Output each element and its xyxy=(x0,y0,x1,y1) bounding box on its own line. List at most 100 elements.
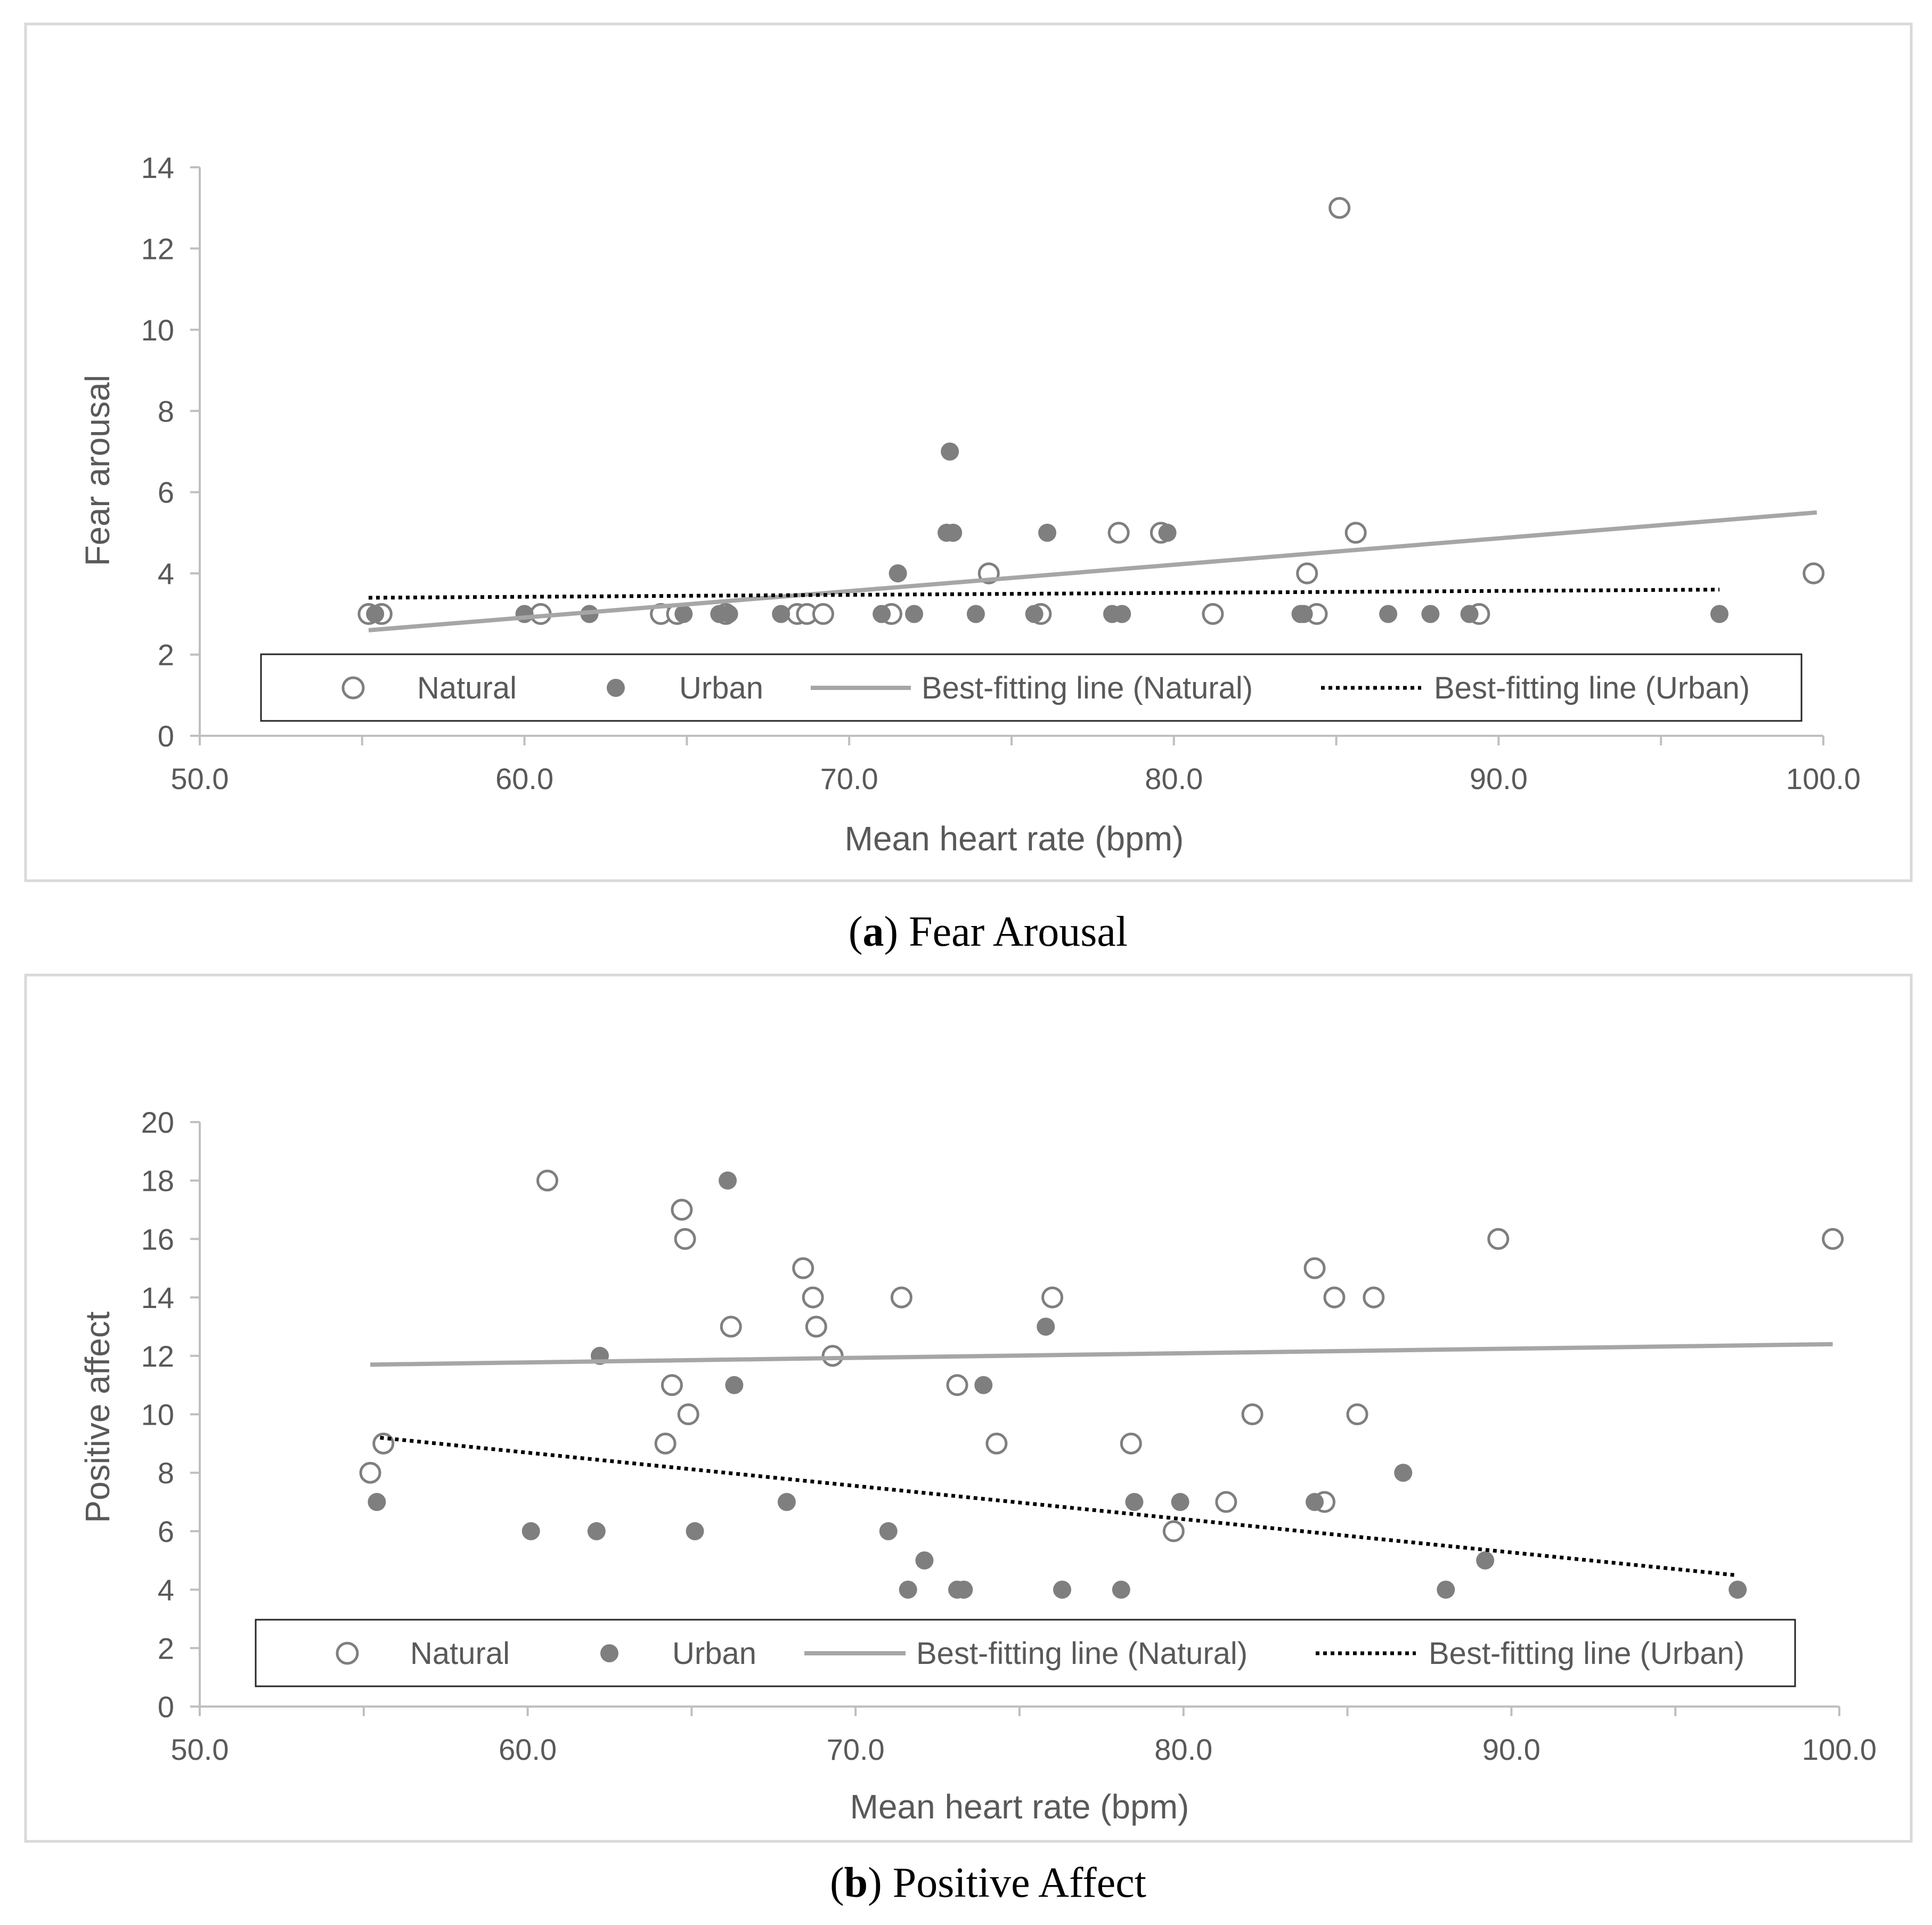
natural-point xyxy=(720,1315,742,1338)
urban-point xyxy=(1710,605,1729,623)
natural-point xyxy=(359,1461,381,1484)
y-axis-label-b: Positive affect xyxy=(78,1311,117,1523)
y-tick-label: 6 xyxy=(158,1515,174,1548)
y-tick-label: 14 xyxy=(141,151,174,184)
urban-point xyxy=(777,1493,796,1512)
natural-point xyxy=(1323,1286,1346,1309)
legend-urban-fit-label-b: Best-fitting line (Urban) xyxy=(1429,1636,1744,1671)
caption-letter-a: a xyxy=(862,908,884,955)
urban-point xyxy=(725,1376,744,1394)
legend-urban-fit-label-a: Best-fitting line (Urban) xyxy=(1434,671,1750,705)
urban-point xyxy=(1306,1493,1324,1512)
urban-point xyxy=(915,1551,934,1570)
natural-point xyxy=(661,1374,683,1396)
caption-a: (a) Fear Arousal xyxy=(849,908,1128,955)
natural-point xyxy=(1202,603,1224,625)
y-tick-label: 2 xyxy=(158,1631,174,1665)
natural-point xyxy=(674,1228,696,1250)
y-tick-label: 6 xyxy=(158,476,174,509)
natural-point xyxy=(1487,1228,1510,1250)
natural-point xyxy=(1346,1403,1368,1425)
urban-point xyxy=(1125,1493,1144,1512)
natural-point xyxy=(946,1374,968,1396)
legend-natural-label-a: Natural xyxy=(417,671,517,705)
caption-letter-b: b xyxy=(844,1859,868,1906)
plot-area-b: 0 2 4 6 8 10 12 14 16 18 20 50.0 60.0 70.0 80.0 90.0 100… xyxy=(141,1106,1877,1766)
legend-urban-marker-a xyxy=(607,679,625,697)
urban-point xyxy=(1171,1493,1189,1512)
legend-natural-fit-label-b: Best-fitting line (Natural) xyxy=(916,1636,1248,1671)
legend-natural-label-b: Natural xyxy=(410,1636,510,1671)
x-axis-label-b: Mean heart rate (bpm) xyxy=(850,1788,1189,1826)
natural-point xyxy=(1303,1257,1326,1279)
x-tick-label: 70.0 xyxy=(820,762,878,795)
natural-point xyxy=(1241,1403,1263,1425)
urban-point xyxy=(521,1522,540,1540)
urban-point xyxy=(899,1580,917,1599)
urban-point xyxy=(686,1522,704,1540)
urban-point xyxy=(1112,1580,1130,1599)
urban-point xyxy=(1158,523,1177,542)
chart-frame-a xyxy=(24,22,1913,882)
natural-point xyxy=(1803,562,1825,584)
caption-text-b: Positive Affect xyxy=(893,1859,1146,1906)
urban-point xyxy=(1294,605,1313,623)
natural-point xyxy=(677,1403,699,1425)
urban-point xyxy=(1113,605,1131,623)
natural-point xyxy=(1041,1286,1064,1309)
chart-panel-a: 0 2 4 6 8 10 12 14 50.0 60.0 70.0 80.0 90.0 100.0 Fea… xyxy=(24,22,1913,882)
x-tick-label: 100.0 xyxy=(1802,1733,1877,1766)
chart-panel-b: 0 2 4 6 8 10 12 14 16 18 20 50.0 60.0 70.0 80.0 90.0 100… xyxy=(24,973,1913,1843)
urban-point xyxy=(944,523,963,542)
y-tick-label: 12 xyxy=(141,232,174,265)
y-axis-label-a: Fear arousal xyxy=(78,375,117,566)
natural-point xyxy=(1328,197,1351,219)
urban-point xyxy=(515,605,534,623)
x-tick-label: 80.0 xyxy=(1145,762,1203,795)
urban-point xyxy=(1729,1580,1747,1599)
urban-point xyxy=(941,442,959,461)
legend-box-b xyxy=(255,1619,1796,1687)
urban-fit-line xyxy=(368,588,1719,600)
legend-natural-marker-b xyxy=(336,1642,359,1665)
natural-point xyxy=(802,1286,824,1309)
urban-point xyxy=(1037,1317,1055,1336)
natural-point xyxy=(821,1345,844,1367)
x-tick-label: 50.0 xyxy=(171,762,229,795)
urban-point xyxy=(888,564,907,583)
urban-point xyxy=(720,605,738,623)
urban-point xyxy=(366,605,385,623)
urban-point xyxy=(879,1522,898,1540)
natural-point xyxy=(1162,1520,1185,1542)
y-tick-label: 18 xyxy=(141,1164,174,1198)
urban-point xyxy=(587,1522,606,1540)
x-tick-label: 60.0 xyxy=(495,762,553,795)
urban-point xyxy=(1421,605,1440,623)
plot-area-a: 0 2 4 6 8 10 12 14 50.0 60.0 70.0 80.0 90.0 100.0 xyxy=(141,151,1861,795)
y-tick-label: 4 xyxy=(158,1573,174,1607)
natural-point xyxy=(1120,1432,1142,1455)
y-tick-label: 14 xyxy=(141,1281,174,1314)
natural-point xyxy=(654,1432,676,1455)
y-tick-label: 20 xyxy=(141,1106,174,1139)
natural-point xyxy=(671,1199,693,1221)
urban-point xyxy=(1476,1551,1495,1570)
x-tick-label: 50.0 xyxy=(171,1733,229,1766)
urban-point xyxy=(368,1493,386,1512)
urban-point xyxy=(974,1376,993,1394)
natural-point xyxy=(792,1257,814,1279)
natural-point xyxy=(1296,562,1318,584)
x-tick-label: 60.0 xyxy=(499,1733,557,1766)
urban-point xyxy=(1394,1464,1413,1482)
urban-point xyxy=(873,605,891,623)
urban-point xyxy=(1053,1580,1072,1599)
urban-point xyxy=(1460,605,1479,623)
legend-natural-fit-label-a: Best-fitting line (Natural) xyxy=(922,671,1253,705)
urban-point xyxy=(772,605,790,623)
x-tick-label: 90.0 xyxy=(1482,1733,1540,1766)
natural-point xyxy=(890,1286,912,1309)
natural-point xyxy=(985,1432,1008,1455)
y-tick-label: 4 xyxy=(158,557,174,590)
urban-point xyxy=(966,605,985,623)
